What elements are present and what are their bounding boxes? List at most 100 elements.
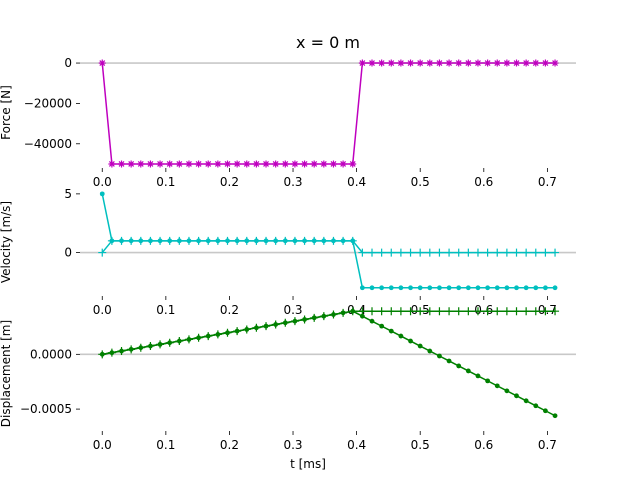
data-point (252, 236, 261, 245)
y-tick-label: 5 (64, 187, 72, 201)
data-point (425, 248, 434, 257)
data-point (204, 160, 212, 168)
data-point (446, 285, 452, 291)
data-point (98, 248, 107, 257)
data-point (369, 318, 375, 324)
x-tick-label: 0.4 (347, 303, 366, 317)
data-point (512, 248, 521, 257)
x-tick-label: 0.0 (93, 175, 112, 189)
data-point (290, 317, 299, 326)
x-tick-label: 0.1 (156, 303, 175, 317)
data-point (387, 59, 395, 67)
data-point (118, 160, 126, 168)
data-point (329, 160, 337, 168)
data-point (310, 236, 319, 245)
data-point (533, 403, 539, 409)
x-tick-label: 0.4 (347, 438, 366, 452)
data-point (522, 248, 531, 257)
data-point (408, 285, 413, 291)
data-point (416, 307, 425, 316)
data-point (359, 285, 365, 291)
data-point (493, 307, 502, 316)
x-tick-label: 0.3 (283, 175, 302, 189)
data-point (552, 285, 558, 291)
x-tick-label: 0.4 (347, 175, 366, 189)
subplot-force: 0.0 0.1 0.2 0.3 0.4 0.5 0.6 0.7 0 −20000 −40000 For… (0, 56, 576, 189)
data-point (502, 307, 511, 316)
data-point (408, 338, 413, 344)
data-point (427, 348, 433, 354)
data-point (348, 307, 357, 316)
data-point (503, 59, 511, 67)
data-point (146, 342, 155, 351)
data-point (416, 59, 424, 67)
data-point (281, 318, 290, 327)
data-point (358, 59, 366, 67)
x-tick-label: 0.6 (474, 438, 493, 452)
data-point (541, 307, 550, 316)
data-point (504, 388, 510, 394)
data-point (358, 307, 367, 316)
data-point (445, 248, 454, 257)
series-plus (98, 307, 560, 359)
data-point (437, 285, 442, 291)
data-point (552, 413, 558, 419)
y-tick-label: 0.0000 (30, 347, 72, 361)
data-point (504, 285, 510, 291)
data-point (522, 307, 531, 316)
data-point (262, 160, 270, 168)
data-point (127, 236, 136, 245)
subplot-displacement: 0.0 0.1 0.2 0.3 0.4 0.5 0.6 0.7 0.0000 −0.0005 Dis… (0, 307, 576, 471)
data-point (454, 248, 463, 257)
data-point (99, 191, 105, 197)
series-star (98, 59, 559, 168)
data-point (146, 236, 155, 245)
data-point (425, 307, 434, 316)
data-point (445, 59, 453, 67)
figure-title: x = 0 m (296, 33, 360, 52)
data-point (446, 358, 452, 364)
data-point (98, 59, 106, 67)
data-point (329, 310, 338, 319)
data-point (272, 160, 280, 168)
data-point (194, 333, 203, 342)
data-point (406, 307, 415, 316)
data-point (502, 248, 511, 257)
data-point (300, 236, 309, 245)
x-tick-label: 0.6 (474, 175, 493, 189)
data-point (493, 248, 502, 257)
y-tick-label: −0.0005 (20, 402, 72, 416)
data-point (531, 248, 540, 257)
data-point (213, 236, 222, 245)
series-line (102, 310, 556, 417)
data-point (416, 248, 425, 257)
data-point (387, 307, 396, 316)
data-point (417, 343, 423, 349)
data-point (464, 248, 473, 257)
data-point (437, 353, 442, 359)
data-point (156, 160, 164, 168)
data-point (456, 285, 462, 291)
data-point (473, 248, 482, 257)
data-point (107, 236, 116, 245)
data-point (397, 59, 405, 67)
data-point (348, 236, 357, 245)
data-point (494, 383, 500, 389)
data-point (204, 332, 213, 341)
data-point (396, 307, 405, 316)
data-point (368, 59, 376, 67)
y-tick-label: −40000 (24, 137, 72, 151)
data-point (214, 160, 222, 168)
data-point (213, 330, 222, 339)
data-point (223, 160, 231, 168)
y-tick-label: 0 (64, 56, 72, 70)
data-point (426, 59, 434, 67)
series-plus (98, 236, 560, 257)
data-point (329, 236, 338, 245)
data-point (117, 236, 126, 245)
data-point (233, 236, 242, 245)
data-point (359, 313, 365, 319)
data-point (184, 236, 193, 245)
data-point (485, 378, 491, 384)
